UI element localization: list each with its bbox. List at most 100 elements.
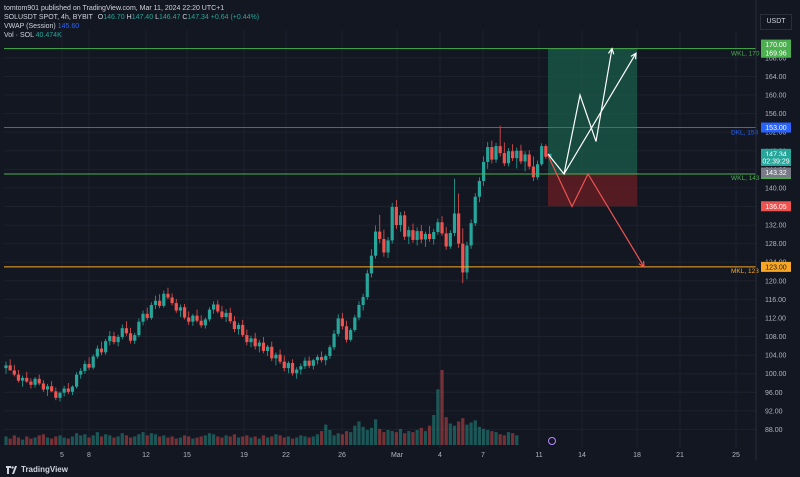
- candle-body: [511, 151, 515, 159]
- ohlc-h-label: H: [126, 14, 132, 21]
- volume-bar: [403, 433, 407, 445]
- bull-projection-arrow-2-head: [630, 52, 637, 60]
- volume-bar: [91, 435, 95, 445]
- volume-bar: [357, 421, 361, 445]
- vwap-value: 145.60: [57, 23, 80, 30]
- volume-bar: [423, 431, 428, 445]
- candle-body: [274, 354, 278, 359]
- volume-bar: [241, 436, 245, 445]
- candle-body: [344, 326, 349, 340]
- volume-bar: [290, 438, 295, 445]
- candle-body: [324, 356, 328, 361]
- candle-body: [452, 213, 457, 233]
- candle-body: [104, 341, 108, 353]
- price-tag: [761, 201, 791, 212]
- candle-body: [174, 303, 178, 311]
- candle-body: [187, 317, 191, 322]
- volume-bar: [494, 432, 498, 445]
- y-tick-label: 152.00: [765, 130, 787, 137]
- y-tick-label: 104.00: [765, 353, 787, 360]
- x-tick-label: 15: [183, 452, 191, 459]
- candle-body: [415, 231, 419, 240]
- y-tick-label: 96.00: [765, 390, 783, 397]
- candle-body: [373, 231, 378, 256]
- candle-body: [365, 273, 369, 298]
- candle-body: [62, 388, 66, 393]
- candle-body: [527, 154, 531, 167]
- bull-projection-arrow-2: [563, 52, 637, 175]
- volume-label: Vol · SOL: [4, 32, 34, 39]
- candle-body: [378, 231, 382, 239]
- volume-bar: [29, 438, 33, 445]
- published-line: tomtom901 published on TradingView.com, …: [4, 5, 225, 12]
- volume-bar: [108, 435, 112, 445]
- ohlc-l-value: 146.47: [158, 14, 181, 21]
- volume-line[interactable]: Vol · SOL 40.474K: [4, 31, 259, 40]
- brand-name: TradingView: [21, 465, 68, 474]
- ohlc-c-label: C: [182, 14, 188, 21]
- volume-bar: [465, 424, 469, 445]
- level-price-tag: [761, 39, 791, 50]
- candle-body: [457, 213, 461, 244]
- candle-body: [523, 154, 527, 162]
- candle-body: [66, 388, 70, 392]
- candle-body: [328, 347, 332, 357]
- candle-body: [37, 378, 41, 384]
- candle-body: [448, 232, 452, 247]
- level-price-tag: [761, 122, 791, 133]
- volume-bar: [112, 437, 116, 445]
- candle-body: [303, 360, 307, 367]
- candle-body: [419, 231, 423, 240]
- x-tick-label: 8: [87, 452, 91, 459]
- bear-projection-arrow-head: [638, 260, 645, 268]
- y-tick-label: 120.00: [765, 278, 787, 285]
- volume-bar: [373, 419, 378, 445]
- volume-bar: [220, 437, 224, 445]
- vwap-line[interactable]: VWAP (Session) 145.60: [4, 22, 259, 31]
- volume-bar: [407, 431, 411, 445]
- volume-bar: [216, 436, 220, 445]
- currency-unit-button[interactable]: USDT: [760, 14, 792, 30]
- candle-body: [33, 378, 37, 385]
- volume-bar: [266, 437, 270, 445]
- candle-body: [498, 146, 502, 154]
- volume-bar: [349, 432, 353, 445]
- level-price-tag-text: 153.00: [765, 125, 787, 132]
- level-price-tag: [761, 261, 791, 272]
- volume-bar: [141, 432, 145, 445]
- candle-body: [21, 377, 25, 381]
- volume-bar: [178, 437, 183, 445]
- candle-body: [141, 313, 145, 322]
- symbol-name[interactable]: SOLUSDT SPOT, 4h, BYBIT: [4, 14, 93, 21]
- volume-bar: [158, 436, 162, 445]
- candle-body: [158, 300, 162, 306]
- candle-body: [128, 333, 133, 341]
- candle-body: [357, 304, 361, 318]
- volume-bar: [166, 437, 170, 445]
- candle-body: [469, 223, 473, 246]
- volume-bar: [128, 437, 133, 445]
- volume-bar: [448, 423, 452, 445]
- candle-body: [99, 348, 104, 353]
- level-price-tag-text: 170.00: [765, 42, 787, 49]
- candle-body: [386, 240, 390, 253]
- y-tick-label: 128.00: [765, 241, 787, 248]
- y-tick-label: 168.00: [765, 55, 787, 62]
- volume-bar: [58, 435, 62, 445]
- level-label: MKL, 123: [731, 268, 759, 275]
- y-tick-label: 112.00: [765, 315, 786, 322]
- candle-body: [16, 374, 21, 381]
- volume-bar: [66, 438, 70, 445]
- volume-bar: [336, 433, 340, 445]
- price-tag: [761, 155, 791, 166]
- footer-brand[interactable]: TradingView: [6, 465, 68, 474]
- volume-bar: [187, 436, 191, 445]
- candle-body: [83, 363, 87, 371]
- candle-body: [502, 153, 506, 164]
- candle-body: [232, 321, 236, 330]
- ohlc-l-label: L: [155, 14, 159, 21]
- volume-bar: [133, 436, 137, 445]
- candle-body: [170, 297, 174, 304]
- candle-body: [79, 370, 83, 375]
